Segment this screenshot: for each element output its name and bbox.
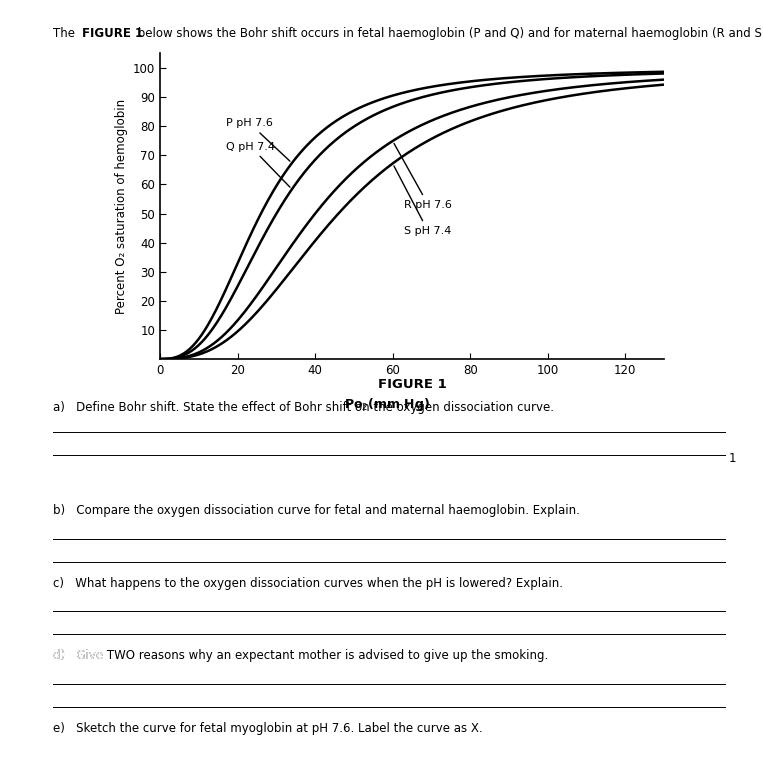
Text: S pH 7.4: S pH 7.4	[394, 166, 452, 236]
Text: d)   Give TWO reasons why an expectant mother is advised to give up the smoking.: d) Give TWO reasons why an expectant mot…	[53, 649, 549, 662]
Text: P pH 7.6: P pH 7.6	[226, 118, 290, 161]
Text: FIGURE 1: FIGURE 1	[82, 27, 143, 40]
Y-axis label: Percent O₂ saturation of hemoglobin: Percent O₂ saturation of hemoglobin	[114, 99, 127, 314]
Text: Q pH 7.4: Q pH 7.4	[226, 141, 290, 187]
Text: The: The	[53, 27, 79, 40]
Text: e)   Sketch the curve for fetal myoglobin at pH 7.6. Label the curve as X.: e) Sketch the curve for fetal myoglobin …	[53, 722, 483, 735]
Text: b)   Compare the oxygen dissociation curve for fetal and maternal haemoglobin. E: b) Compare the oxygen dissociation curve…	[53, 504, 581, 517]
Text: below shows the Bohr shift occurs in fetal haemoglobin (P and Q) and for materna: below shows the Bohr shift occurs in fet…	[134, 27, 763, 40]
X-axis label: Po$_2$(mm Hg): Po$_2$(mm Hg)	[344, 396, 430, 413]
Text: 1: 1	[729, 452, 736, 465]
Text: d)   Give: d) Give	[53, 649, 108, 662]
Text: R pH 7.6: R pH 7.6	[394, 144, 452, 210]
Text: FIGURE 1: FIGURE 1	[378, 378, 446, 391]
Text: c)   What happens to the oxygen dissociation curves when the pH is lowered? Expl: c) What happens to the oxygen dissociati…	[53, 577, 563, 590]
Text: a)   Define Bohr shift. State the effect of Bohr shift on the oxygen dissociatio: a) Define Bohr shift. State the effect o…	[53, 401, 555, 414]
